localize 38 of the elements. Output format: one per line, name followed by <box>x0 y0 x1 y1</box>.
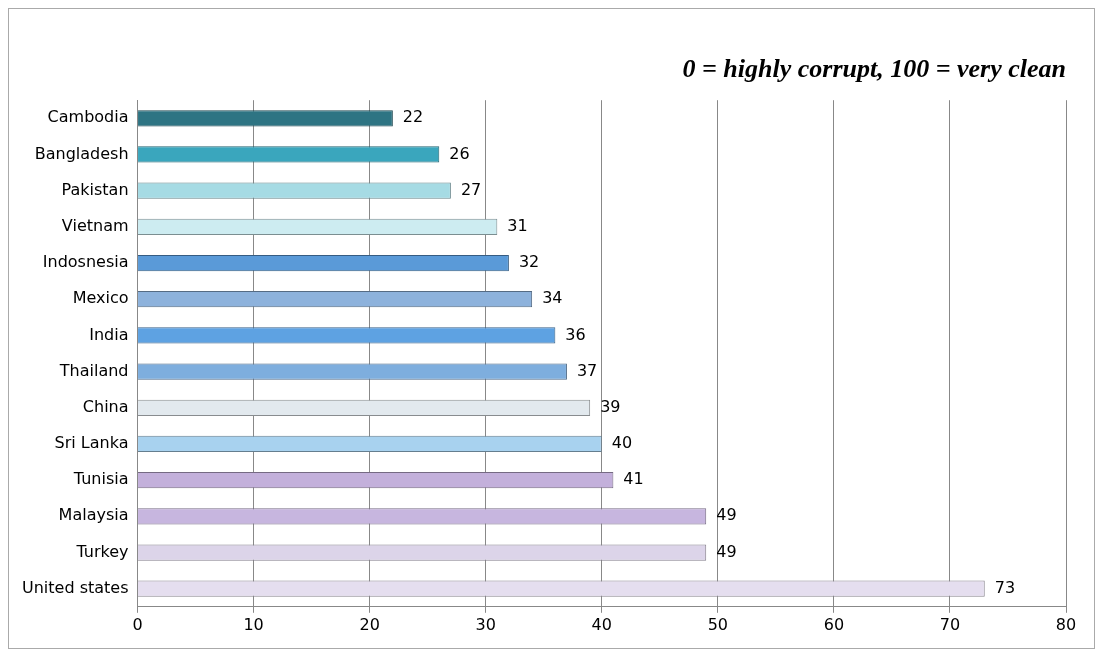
y-tick-label: China <box>82 396 129 416</box>
y-tick-label: Mexico <box>72 288 129 308</box>
y-tick-label: Pakistan <box>61 179 129 199</box>
x-tick-label: 70 <box>939 614 961 634</box>
x-tick-label: 30 <box>475 614 496 634</box>
data-label: 73 <box>994 577 1016 597</box>
y-tick-label: India <box>89 324 129 344</box>
data-label: 22 <box>402 107 424 127</box>
y-tick-label: Thailand <box>58 360 129 380</box>
y-tick-label: United states <box>21 577 129 597</box>
y-tick-label: Indosnesia <box>42 252 129 272</box>
data-label: 36 <box>565 324 586 344</box>
x-tick-label: 50 <box>707 614 728 634</box>
x-tick-label: 60 <box>823 614 845 634</box>
y-tick-label: Turkey <box>75 541 129 561</box>
y-tick-label: Tunisia <box>72 469 129 489</box>
x-tick-label: 40 <box>591 614 612 634</box>
y-tick-label: Vietnam <box>61 216 129 236</box>
data-label: 31 <box>507 216 528 236</box>
x-tick-label: 10 <box>243 614 264 634</box>
y-tick-label: Malaysia <box>58 505 129 525</box>
y-tick-label: Cambodia <box>47 107 129 127</box>
data-label: 41 <box>623 469 644 489</box>
x-tick-label: 80 <box>1055 614 1077 634</box>
data-label: 32 <box>518 252 540 272</box>
data-label: 34 <box>542 288 563 308</box>
data-label: 26 <box>449 143 470 163</box>
data-label: 37 <box>576 360 598 380</box>
chart-title: 0 = highly corrupt, 100 = very clean <box>682 54 1066 84</box>
data-label: 27 <box>460 179 482 199</box>
data-label: 39 <box>600 396 621 416</box>
y-tick-label: Bangladesh <box>34 143 129 163</box>
data-label: 49 <box>716 505 737 525</box>
y-tick-label: Sri Lanka <box>54 433 129 453</box>
x-tick-label: 20 <box>359 614 380 634</box>
x-tick-label: 0 <box>132 614 143 634</box>
data-label: 49 <box>716 541 737 561</box>
data-label: 40 <box>611 433 633 453</box>
